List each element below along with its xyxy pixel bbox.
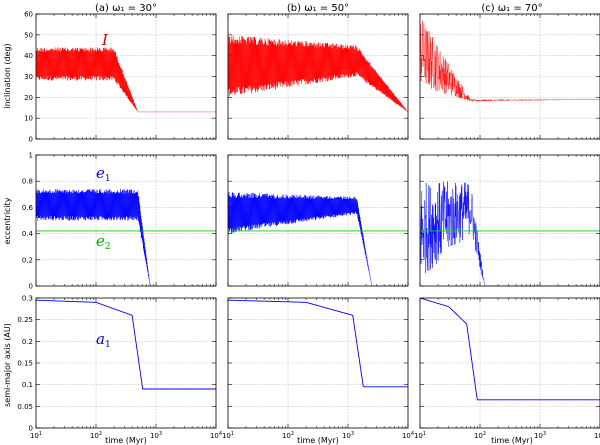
- x-tick-label: 104: [594, 431, 600, 440]
- y-tick-label: 0.25: [17, 316, 33, 324]
- y-tick-label: 0.1: [22, 381, 33, 389]
- ylabel-eccentricity: eccentricity: [3, 197, 12, 244]
- column-title-c: (c) ω₁ = 70°: [481, 3, 542, 14]
- x-tick-label: 102: [282, 431, 294, 440]
- x-tick-label: 101: [222, 431, 234, 440]
- x-tick-label: 104: [402, 431, 414, 440]
- y-tick-label: 0: [29, 283, 33, 291]
- curve-label-e1: e1: [96, 164, 111, 184]
- y-tick-label: 0: [29, 136, 33, 144]
- curve-label-a1: a1: [96, 330, 111, 350]
- ylabel-semi-major-axis: semi-major axis (AU): [3, 323, 12, 407]
- y-tick-label: 0.2: [22, 256, 33, 264]
- x-tick-label: 103: [342, 431, 354, 440]
- y-tick-label: 0.3: [22, 295, 33, 303]
- x-tick-label: 101: [414, 431, 426, 440]
- xlabel-column-c: time (Myr): [491, 436, 533, 445]
- panel-frame: [35, 13, 217, 140]
- x-tick-label: 103: [150, 431, 162, 440]
- panel-frame: [419, 297, 600, 429]
- panel-r2-c0: 0 0.05 0.1 0.15 0.2 0.25 0.3 101 102 103 104: [17, 295, 222, 441]
- y-tick-label: 0: [29, 425, 33, 433]
- y-tick-label: 60: [24, 11, 33, 19]
- x-tick-label: 103: [534, 431, 546, 440]
- column-title-a: (a) ω₁ = 30°: [95, 3, 157, 14]
- panel-frame: [227, 154, 409, 287]
- panel-frame: [35, 154, 217, 287]
- x-tick-label: 102: [90, 431, 102, 440]
- panel-r1-c1: [227, 154, 409, 287]
- panel-r0-c0: 0 10 20 30 40 50 60: [24, 11, 217, 144]
- series-line: [227, 35, 409, 113]
- panel-frame: [35, 297, 217, 429]
- series-a-col0: [35, 299, 216, 390]
- ylabel-inclination: inclination (deg): [3, 43, 12, 108]
- xlabel-column-b: time (Myr): [297, 436, 339, 445]
- y-tick-label: 0.2: [22, 338, 33, 346]
- y-tick-label: 0.15: [17, 360, 33, 368]
- y-tick-label: 0.8: [22, 178, 33, 186]
- x-tick-label: 101: [30, 431, 42, 440]
- xlabel-column-a: time (Myr): [105, 436, 147, 445]
- y-tick-label: 50: [24, 31, 33, 39]
- panel-frame: [227, 13, 409, 140]
- series-a-col2: [419, 297, 600, 401]
- y-tick-label: 0.6: [22, 204, 34, 212]
- y-tick-label: 0.05: [17, 403, 33, 411]
- panel-r0-c1: [227, 13, 409, 140]
- curve-label-e2: e2: [96, 232, 111, 252]
- panel-background: [420, 155, 600, 286]
- y-tick-label: 10: [24, 115, 33, 123]
- series-I-col2: [419, 20, 600, 102]
- y-tick-label: 20: [24, 94, 33, 102]
- panel-r0-c2: [419, 13, 600, 140]
- series-I-col0: [35, 47, 216, 113]
- series-a-col1: [228, 299, 408, 388]
- panel-r2-c2: 101 102 103 104: [414, 297, 600, 440]
- panel-frame: [419, 13, 600, 140]
- y-tick-label: 30: [24, 73, 33, 81]
- panel-frame: [419, 154, 600, 287]
- panel-frame: [227, 297, 409, 429]
- panel-r1-c0: 0 0.2 0.4 0.6 0.8 1: [22, 152, 217, 291]
- curve-label-I: I: [101, 31, 109, 49]
- series-line: [419, 297, 600, 401]
- y-tick-label: 40: [24, 52, 33, 60]
- x-tick-label: 102: [474, 431, 486, 440]
- series-line: [228, 299, 408, 388]
- panel-r1-c2: [419, 154, 600, 287]
- series-line: [419, 20, 600, 102]
- y-tick-label: 0.4: [22, 230, 34, 238]
- column-title-b: (b) ω₁ = 50°: [287, 3, 349, 14]
- x-tick-label: 104: [210, 431, 222, 440]
- panel-r2-c1: 101 102 103 104: [222, 297, 414, 440]
- series-I-col1: [227, 35, 409, 113]
- panel-background: [36, 155, 216, 286]
- panel-group: 010203040506000.20.40.60.8100.050.10.150…: [17, 11, 600, 441]
- y-tick-label: 1: [29, 152, 33, 160]
- series-line: [35, 47, 216, 113]
- series-line: [35, 299, 216, 390]
